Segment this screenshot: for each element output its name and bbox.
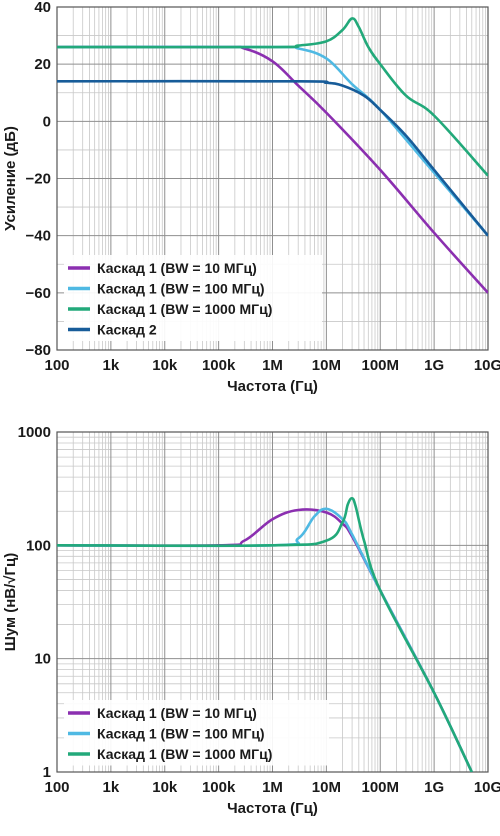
y-tick-label: 10 <box>34 651 51 668</box>
legend: Каскад 1 (BW = 10 МГц) Каскад 1 (BW = 100… <box>64 255 322 341</box>
legend-label: Каскад 1 (BW = 10 МГц) <box>97 705 257 721</box>
series-group <box>57 496 473 772</box>
plot-frame <box>56 431 489 773</box>
legend-label: Каскад 2 <box>97 322 157 338</box>
plot-frame <box>56 6 489 351</box>
y-tick-label: −20 <box>26 171 51 188</box>
x-tick-label: 10k <box>152 779 178 796</box>
y-tick-label: −40 <box>26 228 51 245</box>
legend-box <box>64 700 329 766</box>
x-tick-label: 10M <box>312 357 341 374</box>
x-tick-label: 100 <box>44 779 69 796</box>
x-tick-label: 1k <box>103 779 120 796</box>
legend-label: Каскад 1 (BW = 100 МГц) <box>97 281 265 297</box>
gain-chart: 100 1k 10k 100k 1M 10M 100M 1G 10G 40 20 0 −20 −40 −60… <box>2 0 500 395</box>
y-tick-label: −60 <box>26 285 51 302</box>
y-tick-label: 100 <box>26 537 51 554</box>
series-line <box>57 79 488 237</box>
x-tick-label: 10M <box>312 779 341 796</box>
x-tick-label: 10G <box>474 357 500 374</box>
legend-label: Каскад 1 (BW = 100 МГц) <box>97 726 265 742</box>
legend-label: Каскад 1 (BW = 10 МГц) <box>97 260 257 276</box>
noise-chart: 100 1k 10k 100k 1M 10M 100M 1G 10G 1000 100 10 1 Каск… <box>2 424 500 817</box>
x-tick-label: 1k <box>103 357 120 374</box>
legend-label: Каскад 1 (BW = 1000 МГц) <box>97 746 272 762</box>
x-tick-label: 100k <box>202 779 236 796</box>
x-tick-label: 100M <box>361 357 399 374</box>
y-tick-label: 20 <box>34 56 51 73</box>
legend-label: Каскад 1 (BW = 1000 МГц) <box>97 301 272 317</box>
y-axis-title: Усиление (дБ) <box>2 126 19 231</box>
series-group <box>57 17 488 294</box>
y-tick-label: 1000 <box>18 424 51 441</box>
x-tick-label: 100k <box>202 357 236 374</box>
y-tick-label: 1 <box>43 764 51 781</box>
x-axis-title: Частота (Гц) <box>227 800 318 817</box>
y-tick-label: 0 <box>43 113 51 130</box>
x-tick-label: 10G <box>474 779 500 796</box>
y-axis-title: Шум (нВ/√Гц) <box>2 553 19 652</box>
x-tick-label: 1M <box>262 779 283 796</box>
series-line <box>57 17 488 177</box>
x-tick-label: 10k <box>152 357 178 374</box>
x-tick-label: 1M <box>262 357 283 374</box>
y-tick-label: −80 <box>26 342 51 359</box>
y-tick-label: 40 <box>34 0 51 16</box>
x-tick-label: 1G <box>424 357 444 374</box>
x-tick-label: 100M <box>361 779 399 796</box>
x-tick-label: 100 <box>44 357 69 374</box>
x-tick-label: 1G <box>424 779 444 796</box>
x-axis-title: Частота (Гц) <box>227 378 318 395</box>
series-line <box>57 496 473 772</box>
legend: Каскад 1 (BW = 10 МГц) Каскад 1 (BW = 100… <box>64 700 329 766</box>
legend-box <box>64 255 322 341</box>
